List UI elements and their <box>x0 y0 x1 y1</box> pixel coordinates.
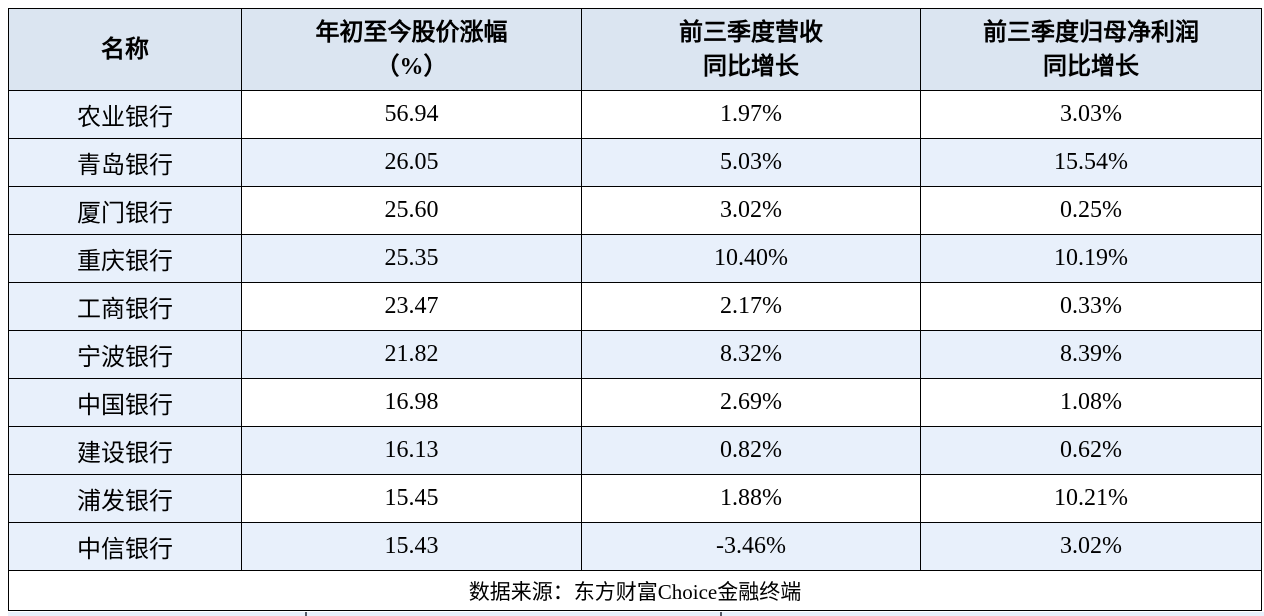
revenue-yoy-cell: 2.17% <box>581 282 921 331</box>
table-row: 厦门银行 25.60 3.02% 0.25% <box>8 186 1262 235</box>
ytd-change-cell: 25.60 <box>241 186 582 235</box>
revenue-yoy-cell: 3.02% <box>581 186 921 235</box>
ytd-change-cell: 16.13 <box>241 426 582 475</box>
net-profit-yoy-cell: 8.39% <box>920 330 1262 379</box>
revenue-yoy-cell: 8.32% <box>581 330 921 379</box>
net-profit-yoy-cell: 0.62% <box>920 426 1262 475</box>
bank-name-cell: 浦发银行 <box>8 474 242 523</box>
ytd-change-cell: 23.47 <box>241 282 582 331</box>
net-profit-yoy-cell: 1.08% <box>920 378 1262 427</box>
net-profit-yoy-cell: 10.21% <box>920 474 1262 523</box>
bank-name-cell: 工商银行 <box>8 282 242 331</box>
table-row: 农业银行 56.94 1.97% 3.03% <box>8 90 1262 139</box>
table-row: 建设银行 16.13 0.82% 0.62% <box>8 426 1262 475</box>
table-row: 重庆银行 25.35 10.40% 10.19% <box>8 234 1262 283</box>
bank-name-cell: 中国银行 <box>8 378 242 427</box>
revenue-yoy-cell: -3.46% <box>581 522 921 571</box>
bank-name-cell: 青岛银行 <box>8 138 242 187</box>
ytd-change-cell: 16.98 <box>241 378 582 427</box>
net-profit-yoy-cell: 0.33% <box>920 282 1262 331</box>
ytd-change-cell: 15.45 <box>241 474 582 523</box>
revenue-yoy-cell: 1.88% <box>581 474 921 523</box>
table-row: 工商银行 23.47 2.17% 0.33% <box>8 282 1262 331</box>
column-header-ytd-price-change: 年初至今股价涨幅 （%） <box>241 8 582 91</box>
net-profit-yoy-cell: 10.19% <box>920 234 1262 283</box>
bank-name-cell: 农业银行 <box>8 90 242 139</box>
data-source-note: 数据来源：东方财富Choice金融终端 <box>8 570 1262 611</box>
ytd-change-cell: 26.05 <box>241 138 582 187</box>
revenue-yoy-cell: 1.97% <box>581 90 921 139</box>
column-header-name: 名称 <box>8 8 242 91</box>
ytd-change-cell: 56.94 <box>241 90 582 139</box>
bank-name-cell: 宁波银行 <box>8 330 242 379</box>
grid-divider <box>305 612 307 616</box>
source-row: 数据来源：东方财富Choice金融终端 <box>8 570 1262 611</box>
revenue-yoy-cell: 10.40% <box>581 234 921 283</box>
ytd-change-cell: 15.43 <box>241 522 582 571</box>
revenue-yoy-cell: 0.82% <box>581 426 921 475</box>
revenue-yoy-cell: 2.69% <box>581 378 921 427</box>
table-row: 中信银行 15.43 -3.46% 3.02% <box>8 522 1262 571</box>
column-header-name-label: 名称 <box>101 36 149 63</box>
net-profit-yoy-cell: 0.25% <box>920 186 1262 235</box>
ytd-change-cell: 21.82 <box>241 330 582 379</box>
next-row-sliver <box>8 612 1264 616</box>
bank-performance-table: 名称 年初至今股价涨幅 （%） 前三季度营收 同比增长 前三季度归母净利润 同比… <box>8 8 1262 611</box>
column-header-net-profit-yoy: 前三季度归母净利润 同比增长 <box>920 8 1262 91</box>
net-profit-yoy-cell: 3.02% <box>920 522 1262 571</box>
table-header: 名称 年初至今股价涨幅 （%） 前三季度营收 同比增长 前三季度归母净利润 同比… <box>8 8 1262 91</box>
ytd-change-cell: 25.35 <box>241 234 582 283</box>
net-profit-yoy-cell: 15.54% <box>920 138 1262 187</box>
column-header-revenue-yoy: 前三季度营收 同比增长 <box>581 8 921 91</box>
table-row: 青岛银行 26.05 5.03% 15.54% <box>8 138 1262 187</box>
bank-performance-table-wrap: 名称 年初至今股价涨幅 （%） 前三季度营收 同比增长 前三季度归母净利润 同比… <box>8 8 1262 611</box>
grid-divider <box>720 612 722 616</box>
net-profit-yoy-cell: 3.03% <box>920 90 1262 139</box>
table-row: 宁波银行 21.82 8.32% 8.39% <box>8 330 1262 379</box>
table-row: 浦发银行 15.45 1.88% 10.21% <box>8 474 1262 523</box>
header-row: 名称 年初至今股价涨幅 （%） 前三季度营收 同比增长 前三季度归母净利润 同比… <box>8 8 1262 91</box>
table-row: 中国银行 16.98 2.69% 1.08% <box>8 378 1262 427</box>
bank-name-cell: 中信银行 <box>8 522 242 571</box>
revenue-yoy-cell: 5.03% <box>581 138 921 187</box>
bank-name-cell: 建设银行 <box>8 426 242 475</box>
bank-name-cell: 重庆银行 <box>8 234 242 283</box>
bank-name-cell: 厦门银行 <box>8 186 242 235</box>
